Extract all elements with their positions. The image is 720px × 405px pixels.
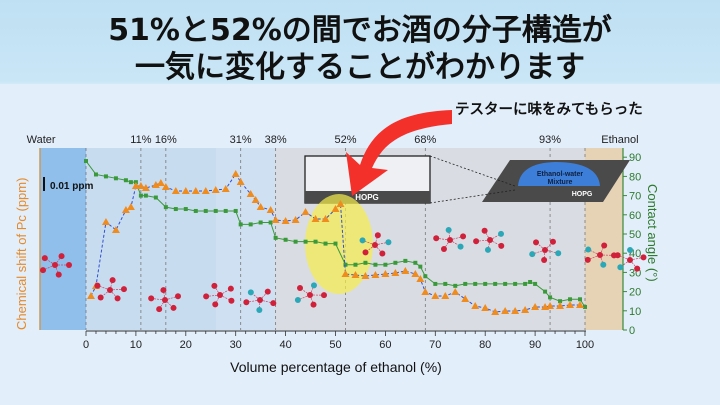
svg-text:Ethanol-water: Ethanol-water: [537, 171, 584, 178]
svg-text:70: 70: [629, 191, 641, 203]
headline-line-2: 一気に変化することがわかります: [135, 50, 585, 85]
svg-text:Contact angle (°): Contact angle (°): [645, 184, 660, 282]
svg-text:80: 80: [479, 339, 491, 351]
svg-text:Water: Water: [27, 134, 56, 146]
svg-text:50: 50: [329, 339, 341, 351]
red-arrow-icon: [346, 110, 452, 196]
svg-text:0.01 ppm: 0.01 ppm: [50, 181, 93, 192]
svg-text:38%: 38%: [265, 134, 287, 146]
svg-text:16%: 16%: [155, 134, 177, 146]
svg-text:100: 100: [576, 339, 594, 351]
svg-text:10: 10: [629, 306, 641, 318]
svg-text:20: 20: [629, 287, 641, 299]
svg-text:HOPG: HOPG: [572, 191, 593, 198]
svg-text:20: 20: [180, 339, 192, 351]
svg-text:52%: 52%: [334, 134, 356, 146]
top-labels: Water 11% 16% 31% 38% 52% 68% 93% Ethanol: [27, 134, 639, 146]
callout-text: テスターに味をみてもらった: [455, 102, 643, 118]
svg-text:10: 10: [130, 339, 142, 351]
svg-text:Volume percentage of ethanol (: Volume percentage of ethanol (%): [230, 359, 442, 375]
svg-text:Ethanol: Ethanol: [601, 134, 638, 146]
svg-text:80: 80: [629, 171, 641, 183]
svg-text:HOPG: HOPG: [355, 193, 379, 202]
molecule-illustrations: [40, 227, 647, 313]
svg-text:Chemical shift of Pc (ppm): Chemical shift of Pc (ppm): [14, 178, 29, 330]
svg-text:93%: 93%: [539, 134, 561, 146]
svg-text:0: 0: [83, 339, 89, 351]
highlight-ellipse: [305, 194, 373, 294]
svg-text:11%: 11%: [130, 134, 151, 146]
x-axis: 0 10 20 30 40 50 60 70 80 90 100: [83, 330, 594, 351]
svg-text:50: 50: [629, 229, 641, 241]
headline-line-1: 51%と52%の間でお酒の分子構造が: [108, 13, 612, 48]
svg-text:70: 70: [429, 339, 441, 351]
svg-text:40: 40: [279, 339, 291, 351]
svg-text:0: 0: [629, 325, 635, 337]
svg-text:60: 60: [379, 339, 391, 351]
svg-text:90: 90: [629, 152, 641, 164]
svg-text:90: 90: [529, 339, 541, 351]
water-region: [40, 148, 86, 330]
svg-text:68%: 68%: [414, 134, 436, 146]
svg-text:60: 60: [629, 210, 641, 222]
svg-text:31%: 31%: [230, 134, 252, 146]
svg-text:Mixture: Mixture: [548, 179, 573, 186]
inset-drop: Ethanol-water Mixture HOPG: [429, 155, 630, 204]
svg-text:30: 30: [230, 339, 242, 351]
